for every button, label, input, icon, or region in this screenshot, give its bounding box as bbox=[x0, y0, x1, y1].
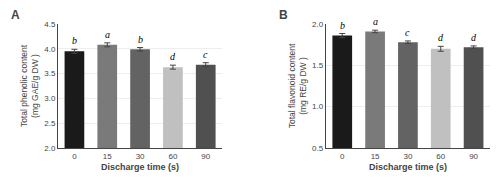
svg-text:d: d bbox=[438, 32, 444, 43]
svg-text:0.5: 0.5 bbox=[312, 144, 324, 153]
svg-text:b: b bbox=[138, 34, 143, 45]
svg-text:30: 30 bbox=[136, 152, 145, 161]
svg-text:1.5: 1.5 bbox=[312, 61, 324, 70]
svg-text:Total phenolic content(mg GAE/: Total phenolic content(mg GAE/g DW ) bbox=[19, 44, 40, 127]
svg-text:4.5: 4.5 bbox=[44, 20, 56, 29]
svg-text:4.0: 4.0 bbox=[44, 45, 56, 54]
svg-text:15: 15 bbox=[103, 152, 112, 161]
svg-text:60: 60 bbox=[436, 152, 445, 161]
svg-text:30: 30 bbox=[403, 152, 412, 161]
svg-text:b: b bbox=[340, 20, 345, 31]
svg-text:d: d bbox=[471, 32, 477, 43]
svg-text:Total flavonoid content(mg RE/: Total flavonoid content(mg RE/g DW ) bbox=[287, 43, 308, 128]
svg-text:2.0: 2.0 bbox=[312, 20, 324, 29]
svg-text:90: 90 bbox=[469, 152, 478, 161]
svg-text:2.5: 2.5 bbox=[44, 119, 56, 128]
svg-text:B: B bbox=[279, 8, 288, 22]
svg-text:90: 90 bbox=[201, 152, 210, 161]
svg-text:1.0: 1.0 bbox=[312, 102, 324, 111]
svg-text:60: 60 bbox=[168, 152, 177, 161]
svg-text:A: A bbox=[11, 8, 20, 22]
svg-text:2.0: 2.0 bbox=[44, 144, 56, 153]
svg-text:a: a bbox=[105, 29, 110, 40]
svg-text:b: b bbox=[72, 35, 77, 46]
svg-text:d: d bbox=[170, 51, 176, 62]
svg-text:15: 15 bbox=[371, 152, 380, 161]
svg-text:Discharge time (s): Discharge time (s) bbox=[101, 162, 179, 172]
svg-text:0: 0 bbox=[72, 152, 77, 161]
svg-text:3.5: 3.5 bbox=[44, 69, 56, 78]
svg-text:3.0: 3.0 bbox=[44, 94, 56, 103]
svg-text:c: c bbox=[405, 27, 410, 38]
svg-text:a: a bbox=[373, 16, 378, 27]
svg-text:c: c bbox=[203, 49, 208, 60]
svg-text:0: 0 bbox=[340, 152, 345, 161]
svg-text:Discharge time (s): Discharge time (s) bbox=[369, 162, 447, 172]
